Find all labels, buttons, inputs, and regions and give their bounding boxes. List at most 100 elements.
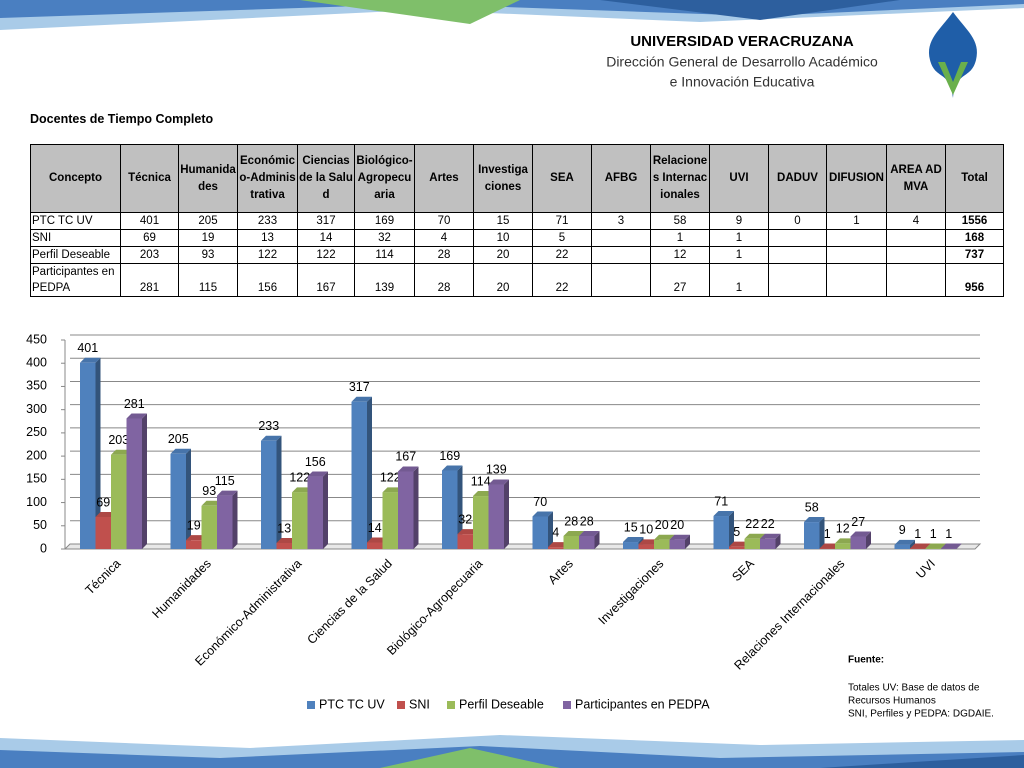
source-text: SNI, Perfiles y PEDPA: DGDAIE. <box>848 709 994 720</box>
table-cell: Artes <box>414 144 474 213</box>
table-cell: 22 <box>532 246 592 264</box>
bar-top <box>729 541 750 547</box>
x-tick-label: Técnica <box>83 557 124 598</box>
data-label: 28 <box>564 514 578 528</box>
bar-top <box>563 530 584 536</box>
bar-top <box>894 539 915 545</box>
table-cell <box>591 246 651 264</box>
bar-top <box>382 487 403 493</box>
y-tick-label: 400 <box>26 356 47 370</box>
data-label: 12 <box>836 522 850 536</box>
bar-side <box>413 466 419 549</box>
y-tick-label: 50 <box>33 518 47 532</box>
legend-label: Perfil Deseable <box>459 697 544 711</box>
bar <box>186 540 202 549</box>
table-cell: 168 <box>945 229 1004 247</box>
data-label: 4 <box>552 525 559 539</box>
department-line: Dirección General de Desarrollo Académic… <box>606 54 878 70</box>
bar-side <box>276 435 282 549</box>
table-cell: 1 <box>650 229 710 247</box>
table-cell: 22 <box>532 263 592 297</box>
bar-top <box>623 537 644 543</box>
bar <box>623 542 639 549</box>
bar <box>261 440 277 549</box>
table-cell: 15 <box>473 212 533 230</box>
x-tick-label: Económico-Administrativa <box>192 557 304 669</box>
table-cell: 9 <box>709 212 769 230</box>
table-cell: 20 <box>473 246 533 264</box>
department-line: e Innovación Educativa <box>670 74 815 90</box>
table-cell: AREA ADMVA <box>886 144 946 213</box>
y-tick-label: 0 <box>40 541 47 555</box>
table-cell: Relaciones Internacionales <box>650 144 710 213</box>
table-row: SNI 69 19 13 14 32 4 10 5 1 1 168 <box>30 229 1004 247</box>
table-cell <box>591 229 651 247</box>
table-cell: Concepto <box>30 144 121 213</box>
bar <box>729 546 745 549</box>
bar-top <box>744 533 765 539</box>
y-tick-label: 300 <box>26 402 47 416</box>
table-cell: 122 <box>297 246 355 264</box>
x-tick-label: Artes <box>545 557 576 588</box>
bar-top <box>261 435 282 441</box>
table-cell: 203 <box>120 246 179 264</box>
bar-top <box>654 534 675 540</box>
legend-swatch <box>447 701 455 709</box>
data-label: 32 <box>458 512 472 526</box>
data-label: 1 <box>930 527 937 541</box>
table-cell: 58 <box>650 212 710 230</box>
data-label: 9 <box>899 523 906 537</box>
logo <box>929 12 977 98</box>
table-cell <box>886 263 946 297</box>
legend-label: PTC TC UV <box>319 697 385 711</box>
data-label: 14 <box>368 521 382 535</box>
bar-side <box>594 530 600 549</box>
data-label: 233 <box>258 419 279 433</box>
data-label: 5 <box>733 525 740 539</box>
table-cell: 71 <box>532 212 592 230</box>
source-title: Fuente: <box>848 655 884 666</box>
bar <box>532 516 548 549</box>
bar <box>95 516 111 549</box>
table-cell: Total <box>945 144 1004 213</box>
table-cell: 737 <box>945 246 1004 264</box>
bar-top <box>95 511 116 517</box>
legend-label: SNI <box>409 697 430 711</box>
data-label: 28 <box>580 514 594 528</box>
y-tick-label: 250 <box>26 425 47 439</box>
bar-top <box>126 413 147 419</box>
table-cell: 156 <box>237 263 298 297</box>
data-label: 122 <box>380 471 401 485</box>
table-cell <box>768 246 827 264</box>
bar <box>111 454 127 549</box>
data-label: 22 <box>761 517 775 531</box>
table-cell: AFBG <box>591 144 651 213</box>
table-cell <box>886 229 946 247</box>
bar-side <box>504 479 509 549</box>
table-cell <box>826 229 887 247</box>
bar-top <box>819 543 840 549</box>
x-tick-label: Biológico-Agropecuaria <box>384 557 485 658</box>
bar-top <box>217 490 238 496</box>
legend-label: Participantes en PEDPA <box>575 697 710 711</box>
table-cell: SNI <box>30 229 121 247</box>
data-label: 1 <box>914 527 921 541</box>
bar-top <box>941 543 962 549</box>
bar <box>382 492 398 549</box>
bar-top <box>669 534 690 540</box>
table-cell <box>768 229 827 247</box>
bar-top <box>276 537 297 543</box>
table-cell: 205 <box>178 212 238 230</box>
table-cell: 401 <box>120 212 179 230</box>
data-label: 20 <box>670 518 684 532</box>
data-label: 93 <box>202 484 216 498</box>
table-cell: 32 <box>354 229 415 247</box>
y-tick-label: 150 <box>26 472 47 486</box>
table-cell: 3 <box>591 212 651 230</box>
bar <box>579 535 595 549</box>
table-cell: SEA <box>532 144 592 213</box>
table-cell: 1 <box>826 212 887 230</box>
university-name: UNIVERSIDAD VERACRUZANA <box>630 33 854 50</box>
bar <box>744 538 760 549</box>
table-cell: Ciencias de la Salud <box>297 144 355 213</box>
